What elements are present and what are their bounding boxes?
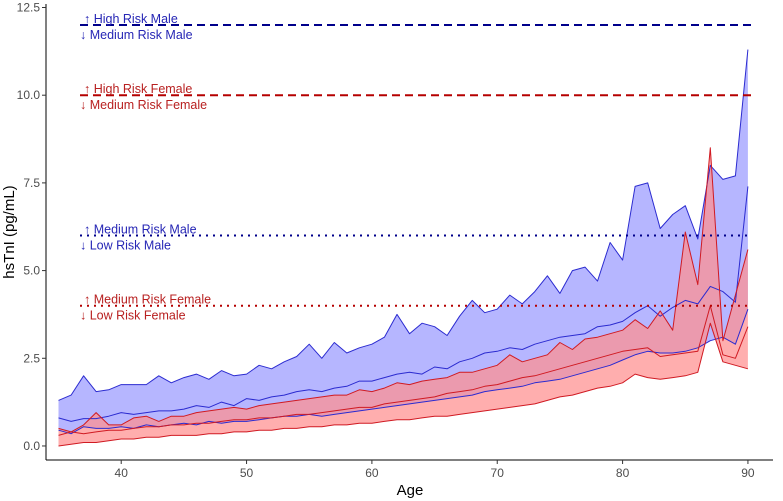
female-lower-line xyxy=(58,322,749,447)
male-high-medium-label-up: ↑ High Risk Male xyxy=(84,12,178,26)
axes xyxy=(45,4,773,461)
x-axis-title: Age xyxy=(397,482,424,499)
x-tick-label-90: 90 xyxy=(741,466,755,480)
axis-ticks: 40 50 60 70 80 90 0.0 2.5 5.0 7.5 10.0 12.5 xyxy=(17,1,755,480)
male-band xyxy=(58,49,748,434)
male-medium-low-label-up: ↑ Medium Risk Male xyxy=(84,223,197,237)
female-median-line xyxy=(58,305,749,436)
male-medium-low-label-down: ↓ Low Risk Male xyxy=(80,239,171,253)
confidence-bands xyxy=(58,49,748,447)
y-tick-label-4: 10.0 xyxy=(17,88,41,102)
female-upper-line xyxy=(58,147,749,433)
male-upper-line xyxy=(58,49,749,401)
x-tick-label-80: 80 xyxy=(616,466,630,480)
x-tick-label-60: 60 xyxy=(365,466,379,480)
x-tick-label-50: 50 xyxy=(240,466,254,480)
male-high-medium-label-down: ↓ Medium Risk Male xyxy=(80,28,193,42)
x-tick-label-40: 40 xyxy=(115,466,129,480)
female-medium-low-label-up: ↑ Medium Risk Female xyxy=(84,293,211,307)
y-tick-label-3: 7.5 xyxy=(23,176,40,190)
female-medium-low-label-down: ↓ Low Risk Female xyxy=(80,309,186,323)
y-axis-title: hsTnI (pg/mL) xyxy=(1,185,18,278)
male-median-line xyxy=(58,186,749,422)
y-tick-label-1: 2.5 xyxy=(23,351,40,365)
female-band xyxy=(58,147,748,447)
series-lines xyxy=(58,49,749,447)
x-tick-label-70: 70 xyxy=(491,466,505,480)
female-high-medium-label-up: ↑ High Risk Female xyxy=(84,82,192,96)
y-tick-label-5: 12.5 xyxy=(17,1,41,15)
y-tick-label-0: 0.0 xyxy=(23,439,40,453)
female-high-medium-label-down: ↓ Medium Risk Female xyxy=(80,98,207,112)
threshold-lines: ↑ High Risk Male ↓ Medium Risk Male ↑ High… xyxy=(80,12,752,323)
y-tick-label-2: 5.0 xyxy=(23,264,40,278)
